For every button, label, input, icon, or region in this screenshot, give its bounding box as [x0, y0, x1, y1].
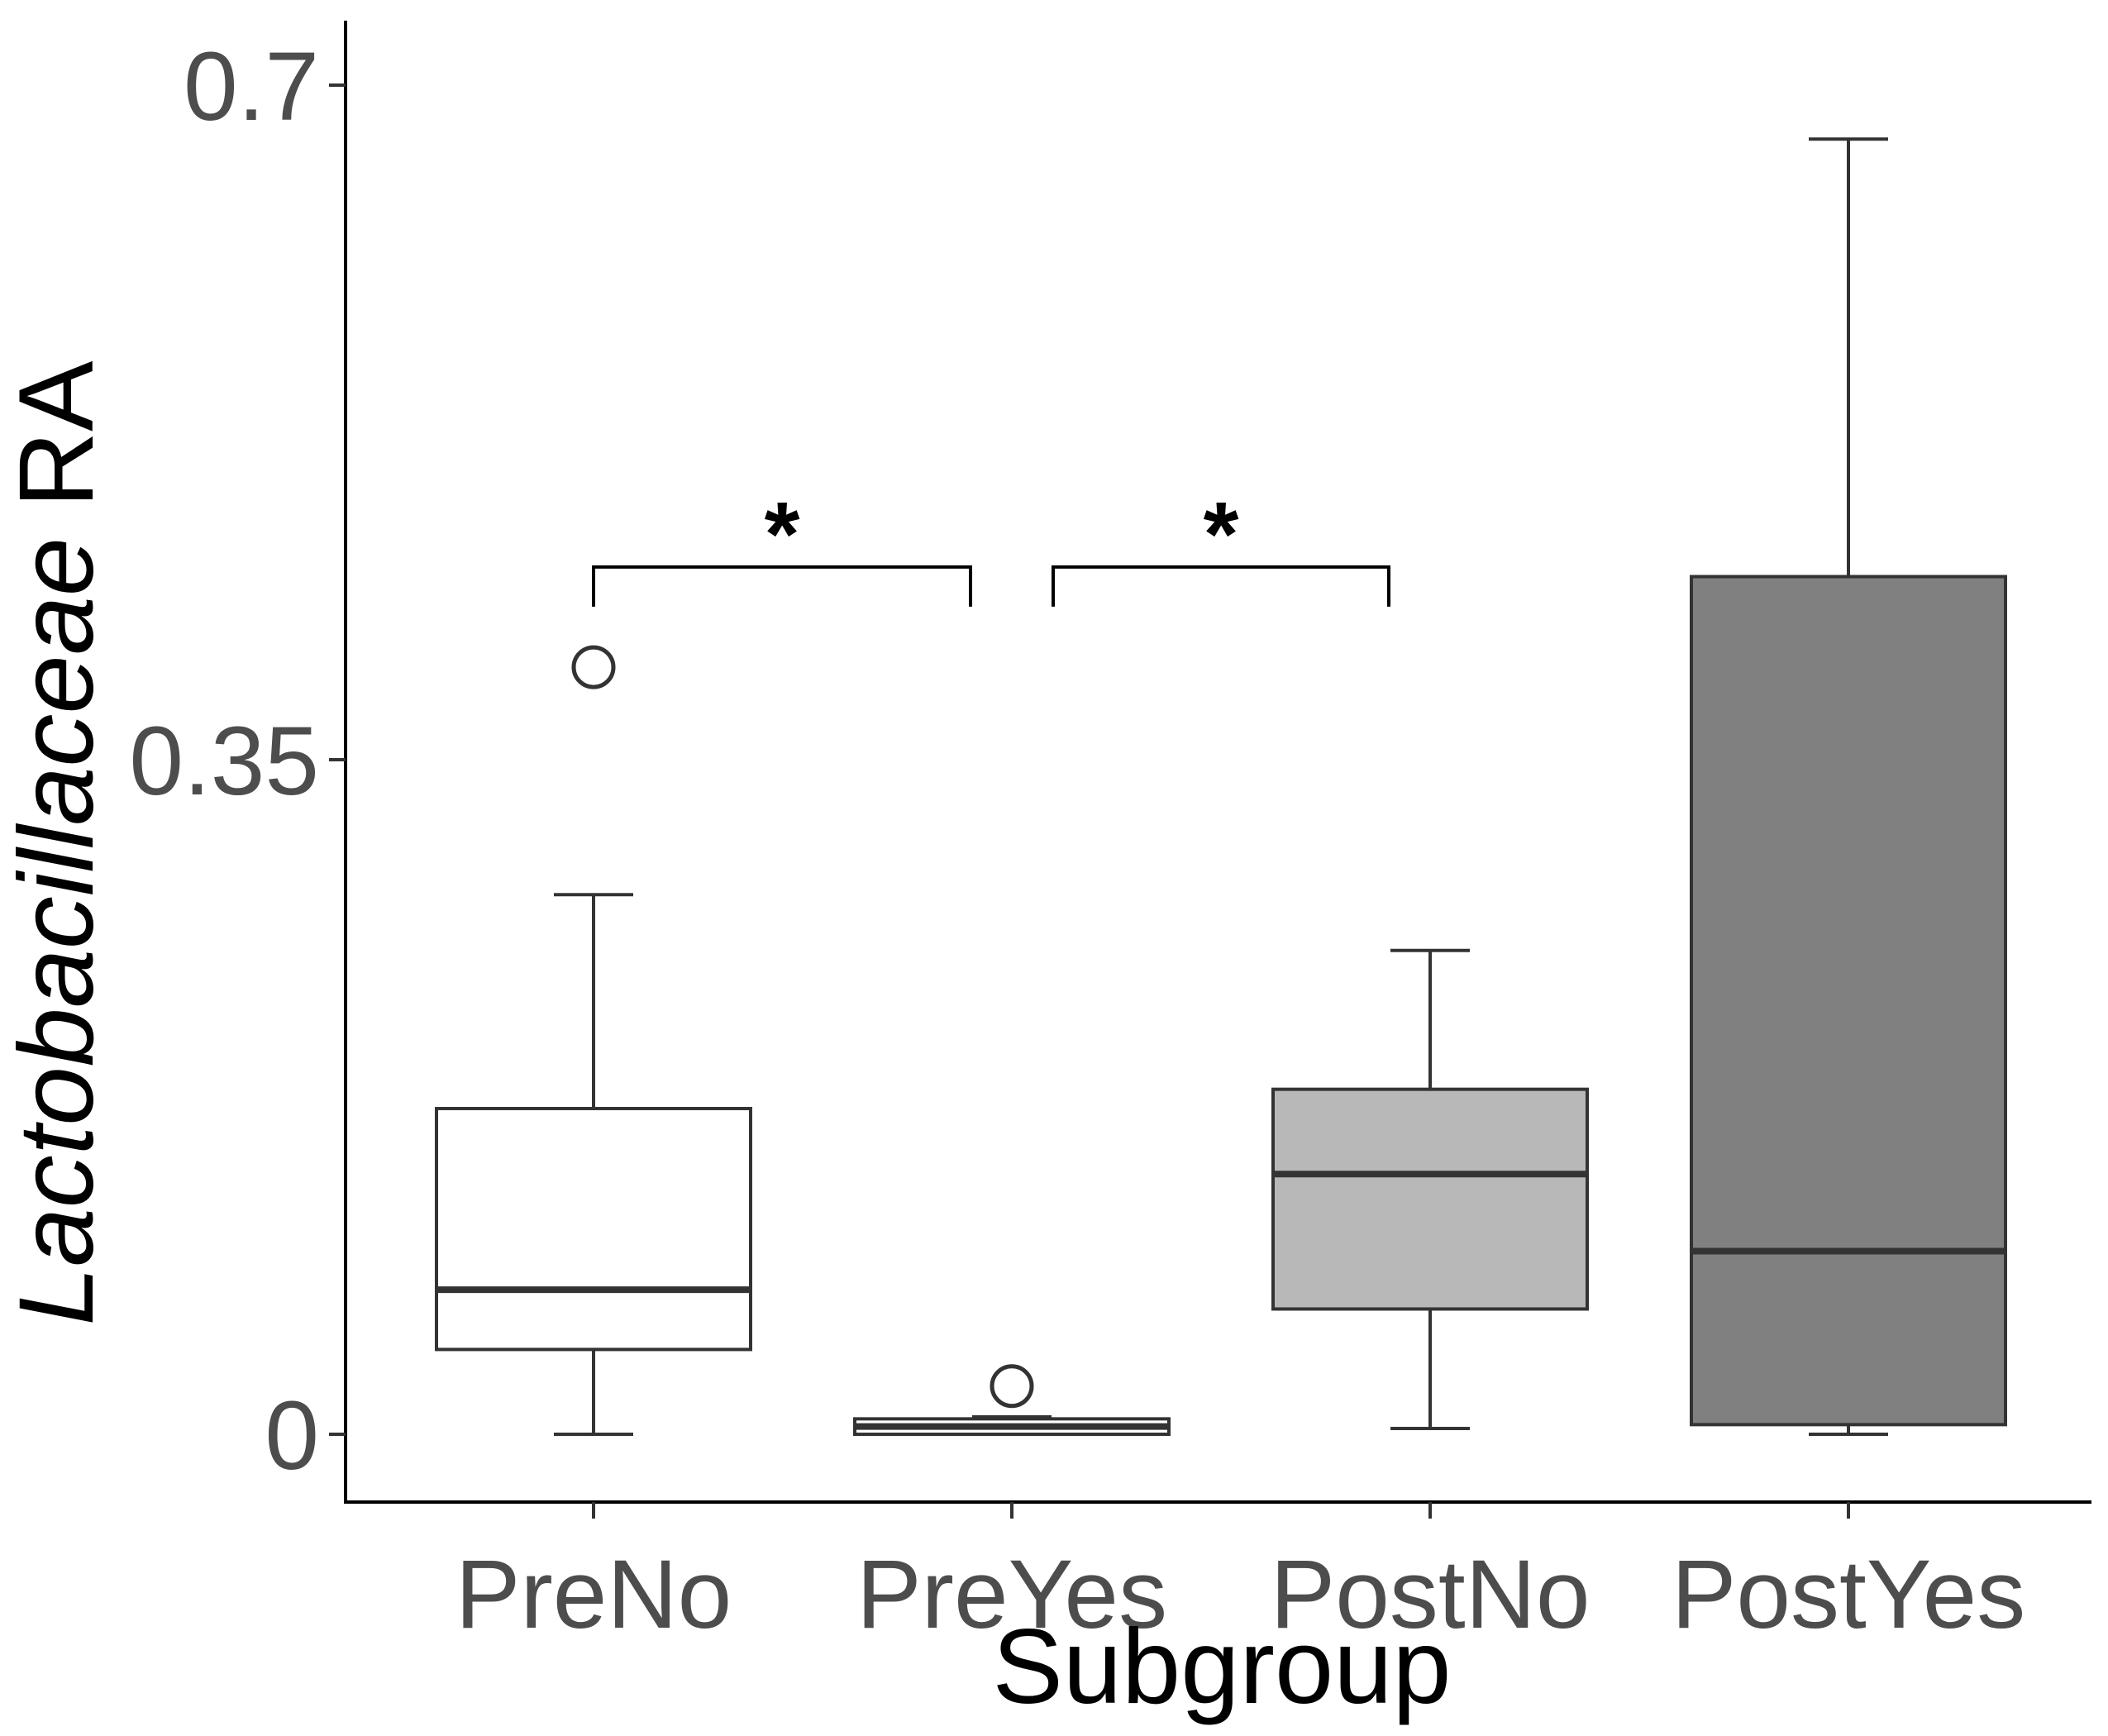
iqr-box [1271, 1087, 1589, 1311]
x-axis-title: Subgroup [992, 1608, 1451, 1726]
y-tick-label: 0.7 [184, 32, 319, 141]
x-tick-label: PreNo [455, 1540, 732, 1649]
y-axis-title-italic: Lactobacillaceae [0, 537, 116, 1326]
y-tick-label: 0.35 [129, 707, 319, 816]
box-PostNo [1271, 948, 1589, 1431]
significance-label: * [1204, 484, 1239, 585]
significance-group: * * [592, 484, 1390, 607]
significance-bracket: * [1052, 484, 1390, 607]
iqr-box [435, 1106, 752, 1352]
significance-bracket: * [592, 484, 972, 607]
bracket-line [1052, 565, 1390, 607]
box-PreNo [435, 645, 752, 1436]
outlier-point [571, 645, 616, 689]
box-PreYes [853, 1364, 1171, 1436]
x-tick-label: PostYes [1672, 1540, 2026, 1649]
x-tick-label: PostNo [1271, 1540, 1591, 1649]
y-tick-label: 0 [265, 1381, 319, 1490]
iqr-box [1690, 575, 2007, 1427]
y-axis-title-plain: RA [0, 360, 116, 537]
box-group [435, 137, 2007, 1436]
significance-label: * [765, 484, 800, 585]
x-tick-label: PreYes [856, 1540, 1167, 1649]
bracket-line [592, 565, 972, 607]
outlier-point [990, 1364, 1034, 1409]
box-PostYes [1690, 137, 2007, 1436]
axes: 0 0.35 0.7 PreNo PreYes PostNo PostYes [129, 21, 2091, 1649]
y-axis-title: Lactobacillaceae RA [0, 360, 116, 1326]
